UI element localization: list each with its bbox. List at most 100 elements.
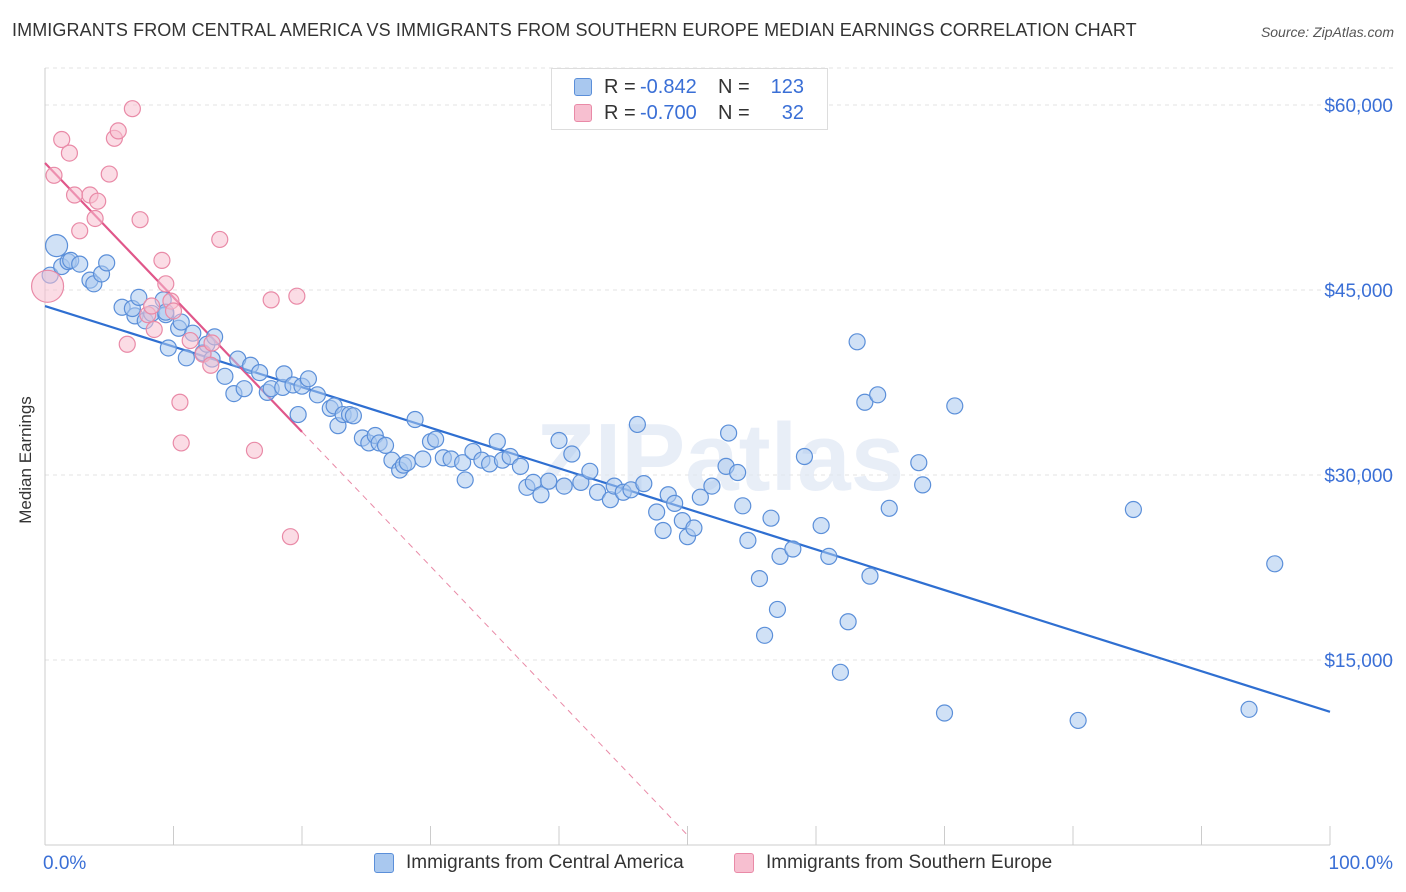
data-point-southern-europe (145, 320, 163, 339)
data-point-central-america (1266, 555, 1284, 573)
n-value: 123 (770, 75, 804, 98)
data-point-central-america (406, 410, 424, 429)
data-point-central-america (734, 497, 752, 515)
data-point-central-america (299, 370, 318, 388)
data-point-southern-europe (123, 100, 141, 118)
data-point-southern-europe (211, 230, 229, 249)
data-point-central-america (831, 663, 850, 681)
data-point-central-america (768, 600, 787, 619)
legend-item-central-america[interactable]: Immigrants from Central America (374, 852, 684, 874)
data-point-central-america (98, 254, 116, 272)
chart-title: IMMIGRANTS FROM CENTRAL AMERICA VS IMMIG… (12, 20, 1137, 40)
data-point-central-america (44, 234, 69, 258)
data-point-central-america (159, 339, 177, 357)
data-point-central-america (635, 475, 653, 493)
data-point-southern-europe (281, 528, 300, 546)
x-tick-label: 0.0% (43, 853, 86, 874)
data-point-central-america (628, 415, 646, 434)
data-point-southern-europe (245, 441, 264, 459)
data-point-southern-europe (60, 144, 79, 162)
data-point-central-america (289, 405, 307, 424)
n-label: N = (718, 101, 750, 124)
data-point-central-america (648, 503, 666, 521)
data-point-central-america (130, 288, 148, 306)
swatch-pink (574, 104, 592, 122)
data-point-central-america (762, 509, 780, 527)
series-legend: Immigrants from Central America Immigran… (0, 852, 1406, 878)
data-point-central-america (755, 626, 774, 644)
data-point-central-america (812, 516, 830, 535)
data-point-central-america (839, 613, 857, 631)
legend-label: Immigrants from Central America (406, 852, 684, 873)
data-point-southern-europe (45, 166, 63, 184)
r-label: R = (604, 75, 636, 98)
legend-swatch-pink (734, 853, 754, 873)
data-point-central-america (308, 386, 327, 404)
data-point-southern-europe (164, 302, 183, 320)
data-point-central-america (914, 476, 932, 494)
data-point-central-america (71, 255, 89, 273)
y-tick-label: $60,000 (1324, 96, 1393, 117)
data-point-central-america (572, 473, 590, 491)
data-point-central-america (946, 397, 964, 415)
data-point-southern-europe (100, 165, 118, 183)
data-point-central-america (739, 531, 757, 549)
legend-item-southern-europe[interactable]: Immigrants from Southern Europe (734, 852, 1052, 874)
data-point-central-america (856, 393, 874, 411)
data-point-central-america (555, 477, 573, 495)
data-point-southern-europe (181, 331, 199, 350)
data-point-southern-europe (157, 275, 175, 293)
legend-label: Immigrants from Southern Europe (766, 852, 1053, 873)
y-tick-label: $45,000 (1324, 281, 1393, 302)
data-point-central-america (666, 494, 684, 512)
data-point-central-america (720, 424, 738, 442)
data-point-central-america (511, 457, 530, 475)
data-point-central-america (820, 547, 838, 566)
data-point-southern-europe (30, 269, 65, 303)
data-point-central-america (235, 380, 253, 398)
data-point-central-america (795, 447, 814, 466)
data-point-central-america (685, 519, 703, 537)
data-point-central-america (427, 430, 445, 448)
data-point-central-america (581, 462, 599, 480)
data-point-central-america (750, 569, 769, 588)
data-point-central-america (177, 349, 195, 367)
data-point-central-america (880, 499, 898, 517)
data-point-central-america (344, 407, 362, 425)
data-point-southern-europe (118, 335, 136, 353)
data-point-central-america (1069, 711, 1087, 730)
data-point-central-america (654, 521, 672, 540)
data-point-central-america (216, 367, 234, 385)
data-point-southern-europe (202, 356, 220, 374)
data-point-central-america (935, 704, 954, 722)
data-point-central-america (910, 454, 928, 472)
data-point-central-america (784, 540, 802, 558)
stats-row-southern-europe: R = -0.700 N = 32 (574, 101, 804, 125)
n-value: 32 (781, 101, 804, 124)
data-point-central-america (1240, 700, 1258, 718)
legend-swatch-blue (374, 853, 394, 873)
data-point-southern-europe (86, 209, 104, 228)
data-point-central-america (414, 450, 432, 468)
data-point-southern-europe (203, 334, 221, 352)
series-southern-europe (30, 100, 306, 546)
data-point-southern-europe (288, 287, 306, 305)
data-point-central-america (376, 436, 395, 454)
r-value: -0.700 (640, 101, 697, 124)
y-tick-label: $30,000 (1324, 466, 1393, 487)
data-point-central-america (869, 386, 887, 404)
data-point-central-america (703, 477, 721, 495)
data-point-central-america (532, 486, 550, 504)
y-tick-label: $15,000 (1324, 651, 1393, 672)
stats-legend: R = -0.842 N = 123 R = -0.700 N = 32 (551, 68, 828, 130)
y-tick-labels: $15,000 $30,000 $45,000 $60,000 (1324, 96, 1393, 672)
data-point-central-america (729, 463, 747, 482)
data-point-central-america (454, 454, 472, 472)
stats-row-central-america: R = -0.842 N = 123 (574, 75, 804, 99)
n-label: N = (718, 75, 750, 98)
data-point-central-america (848, 333, 866, 351)
source-label: Source: ZipAtlas.com (1260, 24, 1394, 40)
data-point-southern-europe (171, 393, 189, 411)
r-value: -0.842 (640, 75, 697, 98)
